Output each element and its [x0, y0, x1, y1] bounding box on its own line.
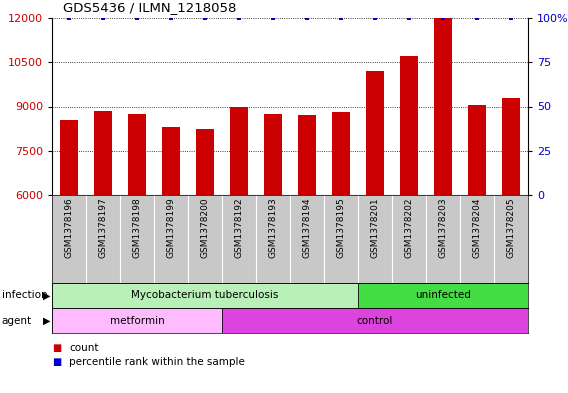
Text: uninfected: uninfected	[415, 290, 471, 301]
Text: ▶: ▶	[43, 316, 51, 325]
Bar	[94, 111, 112, 195]
Point	[473, 15, 482, 21]
Bar	[332, 112, 350, 195]
Bar	[264, 114, 282, 195]
Point	[132, 15, 141, 21]
Text: GSM1378205: GSM1378205	[507, 198, 516, 258]
Text: GDS5436 / ILMN_1218058: GDS5436 / ILMN_1218058	[64, 1, 237, 14]
Text: ▶: ▶	[43, 290, 51, 301]
Text: GSM1378195: GSM1378195	[336, 198, 345, 258]
Point	[166, 15, 176, 21]
Bar	[298, 116, 316, 195]
Text: GSM1378194: GSM1378194	[303, 198, 311, 258]
Point	[64, 15, 73, 21]
Point	[302, 15, 311, 21]
Text: GSM1378203: GSM1378203	[438, 198, 448, 258]
Bar	[162, 127, 181, 195]
Bar	[467, 105, 486, 195]
Text: GSM1378199: GSM1378199	[166, 198, 176, 258]
Point	[235, 15, 244, 21]
Text: agent: agent	[2, 316, 32, 325]
Bar	[358, 283, 528, 308]
Text: GSM1378198: GSM1378198	[132, 198, 141, 258]
Bar	[229, 107, 248, 195]
Point	[507, 15, 516, 21]
Text: GSM1378193: GSM1378193	[269, 198, 278, 258]
Bar	[52, 283, 358, 308]
Text: GSM1378196: GSM1378196	[65, 198, 73, 258]
Text: control: control	[357, 316, 393, 325]
Text: ■: ■	[52, 343, 61, 353]
Text: GSM1378200: GSM1378200	[201, 198, 210, 258]
Text: infection: infection	[2, 290, 47, 301]
Point	[404, 15, 414, 21]
Point	[336, 15, 345, 21]
Text: percentile rank within the sample: percentile rank within the sample	[69, 357, 245, 367]
Text: GSM1378197: GSM1378197	[98, 198, 107, 258]
Point	[201, 15, 210, 21]
Bar	[400, 56, 419, 195]
Bar	[433, 18, 452, 195]
Text: GSM1378204: GSM1378204	[473, 198, 482, 258]
Point	[98, 15, 107, 21]
Bar	[60, 120, 78, 195]
Bar	[502, 97, 520, 195]
Bar	[128, 114, 147, 195]
Bar	[52, 308, 222, 333]
Point	[438, 15, 448, 21]
Point	[269, 15, 278, 21]
Text: GSM1378192: GSM1378192	[235, 198, 244, 258]
Text: metformin: metformin	[110, 316, 164, 325]
Bar	[366, 71, 385, 195]
Point	[370, 15, 379, 21]
Text: GSM1378202: GSM1378202	[404, 198, 414, 258]
Text: count: count	[69, 343, 98, 353]
Bar	[222, 308, 528, 333]
Text: ■: ■	[52, 357, 61, 367]
Text: GSM1378201: GSM1378201	[370, 198, 379, 258]
Text: Mycobacterium tuberculosis: Mycobacterium tuberculosis	[131, 290, 279, 301]
Bar	[195, 129, 214, 195]
